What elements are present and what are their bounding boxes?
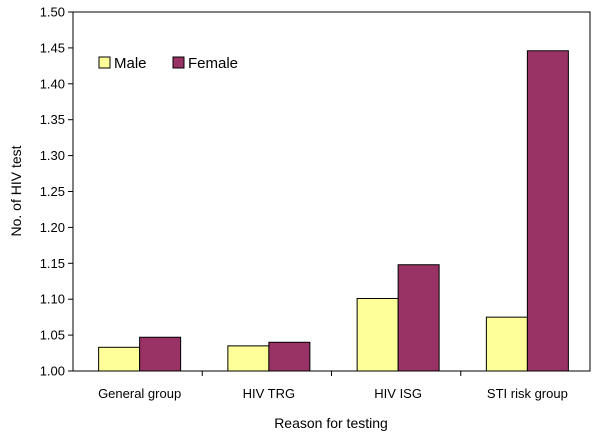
- legend-label-male: Male: [114, 55, 147, 72]
- x-category-label: STI risk group: [487, 386, 568, 401]
- y-axis-title: No. of HIV test: [8, 145, 24, 236]
- y-tick-label: 1.40: [40, 76, 65, 91]
- y-tick-label: 1.45: [40, 40, 65, 55]
- x-category-label: HIV ISG: [374, 386, 422, 401]
- x-axis-ticks: General group HIV TRG HIV ISG STI risk grou…: [98, 371, 568, 401]
- legend: Male Female: [98, 55, 238, 72]
- bars-group: [98, 50, 569, 372]
- legend-swatch-male: [98, 56, 111, 69]
- bar-female-3: [526, 50, 569, 372]
- legend-label-female: Female: [188, 55, 238, 72]
- bar-male-2: [356, 297, 399, 372]
- x-category-label: General group: [98, 386, 181, 401]
- plot-area: [72, 11, 591, 372]
- y-tick-label: 1.30: [40, 148, 65, 163]
- bar-female-1: [268, 341, 311, 372]
- y-tick-label: 1.15: [40, 256, 65, 271]
- bar-female-2: [397, 264, 440, 372]
- legend-swatch-female: [172, 56, 185, 69]
- bar-male-3: [485, 316, 528, 372]
- y-tick-label: 1.50: [40, 5, 65, 20]
- y-axis-ticks: 1.00 1.05 1.10 1.15 1.20 1.25 1.30 1.35 1.40 1.45…: [40, 5, 73, 379]
- y-tick-label: 1.00: [40, 364, 65, 379]
- y-tick-label: 1.35: [40, 112, 65, 127]
- y-tick-label: 1.25: [40, 184, 65, 199]
- bar-female-0: [139, 336, 182, 372]
- bar-male-0: [98, 346, 141, 372]
- x-category-label: HIV TRG: [243, 386, 296, 401]
- y-tick-label: 1.10: [40, 292, 65, 307]
- bar-male-1: [227, 345, 270, 372]
- x-axis-title: Reason for testing: [274, 415, 388, 431]
- y-tick-label: 1.20: [40, 220, 65, 235]
- y-tick-label: 1.05: [40, 328, 65, 343]
